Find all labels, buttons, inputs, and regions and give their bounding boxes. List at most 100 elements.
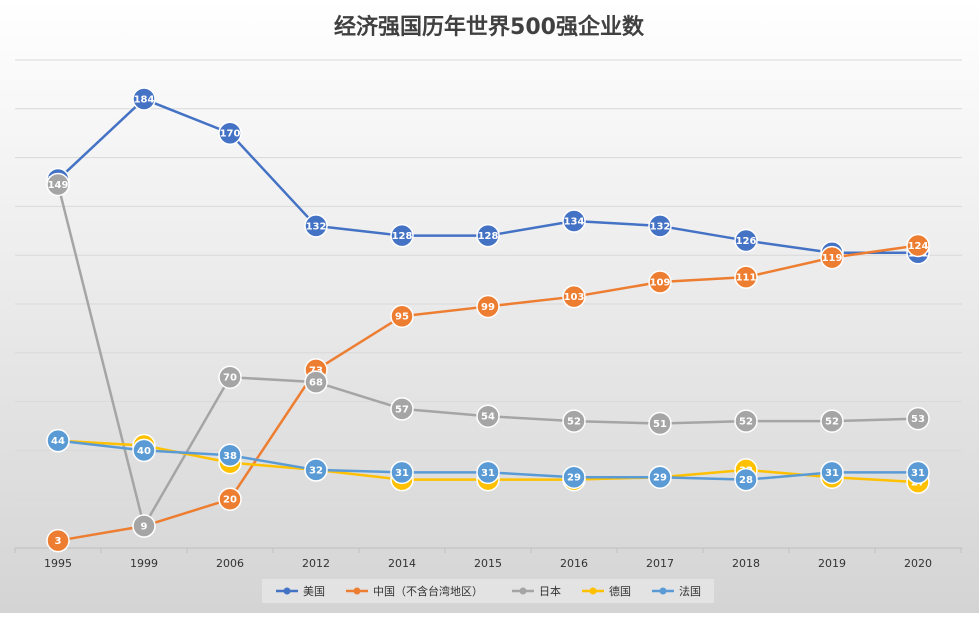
legend-item: 德国 [582,584,631,598]
x-tick-label: 2012 [302,557,330,570]
data-point [734,228,758,253]
data-point [820,409,844,433]
legend-item: 中国（不含台湾地区） [346,584,483,598]
x-tick-label: 2020 [904,557,932,570]
data-label: 51 [653,419,667,430]
data-point [906,406,930,431]
data-label: 9 [141,522,148,533]
data-label: 149 [48,180,69,191]
legend-label: 法国 [679,584,701,598]
data-point [476,404,500,428]
data-label: 40 [137,446,151,457]
legend-box [262,579,714,603]
data-point [476,294,500,319]
data-point [820,245,844,270]
data-point [734,467,758,492]
x-tick-label: 2006 [216,557,244,570]
data-point [218,487,242,511]
data-label: 70 [223,373,237,384]
data-point [46,528,70,553]
data-point [906,233,930,258]
data-point [390,397,414,421]
x-tick-label: 1999 [130,557,158,570]
x-tick-label: 2017 [646,557,674,570]
data-point [476,460,500,485]
legend-swatch-marker [659,587,667,595]
data-point [562,465,586,489]
series-layer: 1511841701321281281341321261211213920739… [46,87,930,553]
legend-item: 美国 [276,585,325,598]
data-label: 53 [911,414,925,425]
data-label: 68 [309,378,323,389]
data-label: 128 [478,231,499,242]
x-tick-label: 2015 [474,557,502,570]
data-label: 99 [481,302,495,313]
data-point [562,409,586,433]
legend: 美国 中国（不含台湾地区） 日本 德国 法国 [262,579,714,603]
x-tick-label: 2018 [732,557,760,570]
data-label: 44 [51,436,65,447]
data-label: 32 [309,465,323,476]
x-tick-label: 2014 [388,557,416,570]
data-label: 103 [564,292,585,303]
data-label: 31 [911,468,925,479]
data-point [218,365,242,389]
data-label: 111 [736,273,757,284]
data-label: 52 [739,417,753,428]
data-point [734,409,758,433]
data-label: 132 [306,221,327,232]
data-point [218,121,242,145]
x-axis: 1995 1999 2006 2012 2014 2015 2016 2017 2018 2019… [14,547,962,570]
series-3: 149 9 70 68 57 54 52 51 52 52 53 [46,172,930,538]
data-label: 28 [739,475,753,486]
data-point [562,284,586,309]
data-label: 3 [55,536,62,547]
data-label: 31 [395,468,409,479]
data-point [46,428,70,453]
gridlines [15,59,962,500]
data-label: 29 [653,473,667,484]
legend-swatch-marker [589,587,597,595]
data-label: 31 [481,468,495,479]
data-point [648,270,672,294]
data-point [218,443,242,468]
data-label: 134 [564,217,585,228]
legend-label: 日本 [539,584,561,598]
data-point [46,172,70,197]
data-label: 119 [822,253,843,264]
data-point [132,514,156,538]
legend-label: 德国 [609,584,631,598]
data-point [648,465,672,489]
data-label: 57 [395,404,409,415]
data-point [390,304,414,328]
legend-label: 中国（不含台湾地区） [373,584,483,598]
data-point [562,209,586,233]
data-point [132,87,156,111]
data-label: 20 [223,495,237,506]
data-label: 126 [736,236,757,247]
legend-label: 美国 [303,585,325,598]
data-label: 52 [567,417,581,428]
legend-item: 法国 [652,584,701,598]
x-tick-label: 2016 [560,557,588,570]
x-tick-label: 1995 [44,557,72,570]
data-point [304,370,328,394]
data-label: 128 [392,231,413,242]
chart-title: 经济强国历年世界500强企业数 [334,14,645,40]
data-point [734,265,758,289]
data-point [648,214,672,238]
data-label: 54 [481,412,495,423]
data-label: 124 [908,241,929,252]
data-label: 31 [825,468,839,479]
data-label: 95 [395,312,409,323]
data-label: 29 [567,473,581,484]
data-point [820,460,844,485]
data-point [304,214,328,238]
data-label: 109 [650,278,671,289]
data-label: 52 [825,417,839,428]
legend-swatch-marker [353,587,361,595]
legend-swatch-marker [283,587,291,595]
data-point [906,460,930,485]
data-label: 132 [650,221,671,232]
